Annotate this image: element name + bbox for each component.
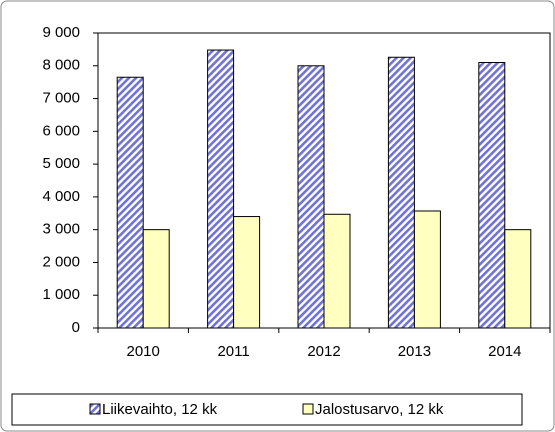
x-tick-label: 2010 — [127, 343, 160, 360]
x-tick-label: 2013 — [398, 343, 431, 360]
bar — [413, 210, 441, 329]
bar — [504, 229, 532, 329]
y-tick-label: 0 — [72, 319, 80, 336]
y-tick-label: 9 000 — [42, 24, 80, 41]
y-tick-label: 1 000 — [42, 286, 80, 303]
y-tick-label: 3 000 — [42, 221, 80, 238]
legend-label: Jalostusarvo, 12 kk — [315, 401, 444, 418]
x-tick-label: 2014 — [488, 343, 521, 360]
bar — [297, 65, 325, 329]
legend-box — [11, 393, 523, 426]
y-tick-label: 5 000 — [42, 155, 80, 172]
y-tick-label: 7 000 — [42, 90, 80, 107]
bar — [142, 229, 170, 329]
bar — [478, 62, 506, 329]
y-tick-label: 8 000 — [42, 57, 80, 74]
x-tick-label: 2011 — [217, 343, 249, 360]
y-tick-label: 6 000 — [42, 122, 80, 139]
legend-label: Liikevaihto, 12 kk — [102, 401, 218, 418]
bar — [116, 76, 144, 329]
bar — [387, 56, 415, 329]
legend-swatch — [302, 403, 314, 415]
x-tick-label: 2012 — [307, 343, 340, 360]
bar — [233, 216, 261, 329]
y-tick-label: 2 000 — [42, 253, 80, 270]
y-tick-label: 4 000 — [42, 188, 80, 205]
bar — [207, 49, 235, 329]
legend-swatch — [89, 403, 101, 415]
bar — [323, 213, 351, 329]
